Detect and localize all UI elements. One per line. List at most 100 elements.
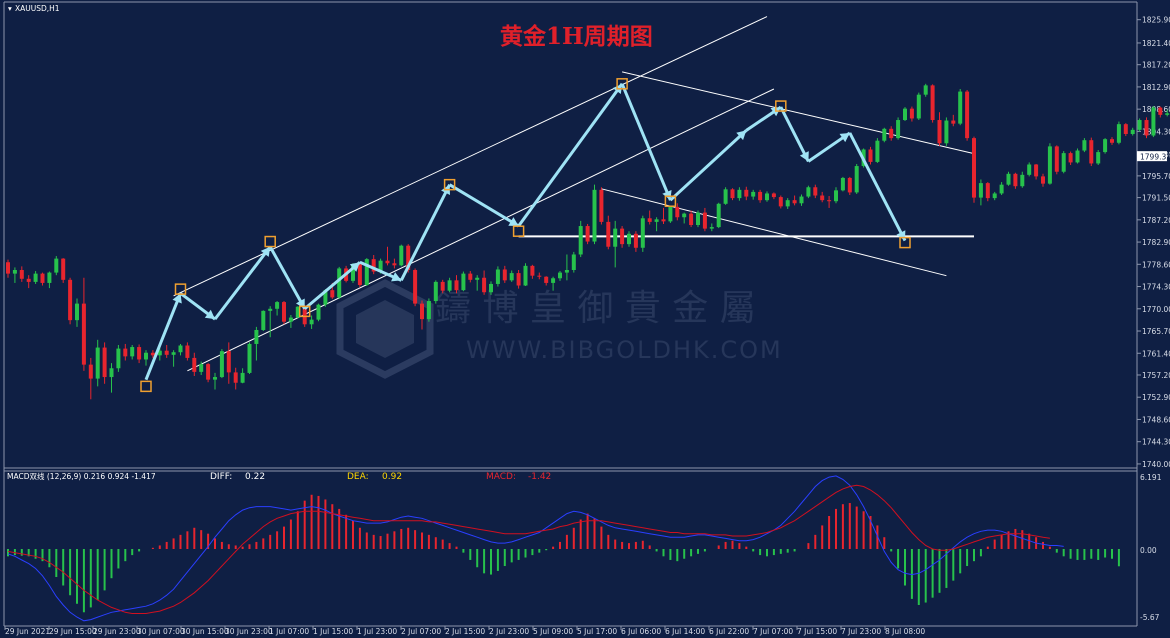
candle-body [75, 303, 79, 321]
candle-body [633, 233, 638, 248]
symbol-label: XAUUSD,H1 [15, 4, 60, 13]
candle-body [606, 221, 611, 247]
zigzag-segment [779, 106, 810, 163]
candle-body [206, 364, 211, 380]
chart-dropdown-icon[interactable]: ▾ [8, 4, 12, 13]
candle-body [495, 269, 500, 284]
candle-body [999, 184, 1004, 194]
candle-body [875, 140, 880, 162]
candle-body [834, 190, 838, 202]
time-tick-label: 2 Jul 15:00 [445, 627, 485, 636]
candle-body [399, 245, 404, 266]
candle-body [109, 368, 114, 378]
candle-body [778, 197, 783, 207]
candle-body [1013, 173, 1018, 187]
price-axis: 1825.90 1821.40 1817.20 1812.90 1808.60 1804.… [1137, 16, 1170, 469]
candle-body [1082, 140, 1087, 151]
price-tick-label: 1740.00 [1142, 460, 1170, 469]
zigzag-segment [669, 129, 748, 202]
candle-body [592, 189, 597, 242]
price-tick-label: 1778.60 [1142, 260, 1170, 269]
time-tick-label: 1 Jul 23:00 [357, 627, 397, 636]
candle-body [137, 347, 142, 360]
candle-body [716, 203, 721, 228]
candle-body [930, 85, 935, 121]
zigzag-segment [213, 245, 272, 321]
time-tick-label: 7 Jul 23:00 [841, 627, 881, 636]
candle-body [102, 347, 107, 378]
time-tick-label: 1 Jul 15:00 [313, 627, 353, 636]
candle-body [433, 281, 438, 302]
candle-body [571, 254, 576, 270]
time-tick-label: 29 Jun 15:00 [49, 627, 97, 636]
candle-body [185, 345, 190, 358]
candle-body [751, 191, 756, 197]
candle-body [351, 264, 355, 281]
candle-body [1068, 153, 1073, 163]
candle-body [330, 290, 335, 298]
candle-body [820, 195, 825, 201]
candle-body [909, 108, 914, 119]
candle-body [551, 278, 556, 283]
zigzag-arrowhead [736, 130, 747, 141]
candle-body [578, 226, 583, 255]
candle-body [1061, 153, 1066, 172]
candle-body [12, 269, 17, 274]
desc-lower-line[interactable] [601, 188, 947, 277]
candle-body [295, 306, 300, 318]
price-tick-label: 1817.20 [1142, 61, 1170, 70]
candle-body [647, 218, 652, 222]
candle-body [730, 189, 735, 199]
candle-body [847, 177, 852, 193]
price-tick-label: 1812.90 [1142, 83, 1170, 92]
candle-body [882, 128, 887, 141]
candle-body [868, 149, 873, 162]
macd-lines [7, 475, 1064, 622]
candle-body [371, 259, 376, 272]
pivot-marker [899, 236, 911, 249]
candle-body [33, 273, 38, 282]
zigzag-arrowhead [391, 272, 402, 282]
zigzag-segment [144, 292, 182, 381]
candle-body [613, 228, 618, 247]
price-tick-label: 1808.60 [1142, 105, 1170, 114]
candle-body [806, 187, 811, 197]
zigzag-arrowhead [508, 217, 519, 227]
candle-body [951, 120, 956, 124]
candle-body [537, 275, 542, 277]
candle-body [123, 348, 128, 357]
zigzag-arrowhead [799, 151, 809, 162]
candle-body [178, 345, 183, 353]
macd-histogram [7, 494, 1120, 613]
time-tick-label: 30 Jun 15:00 [181, 627, 229, 636]
candle-body [150, 352, 155, 356]
candle-body [1047, 146, 1052, 184]
candle-body [240, 372, 245, 383]
candle-body [268, 308, 273, 311]
candle-body [640, 218, 645, 248]
price-tick-label: 1765.70 [1142, 327, 1170, 336]
zigzag-overlay [144, 82, 907, 381]
zigzag-segment [517, 82, 624, 227]
candle-body [247, 343, 252, 373]
candle-body [447, 280, 452, 291]
candle-body [978, 183, 983, 198]
candle-body [1116, 124, 1121, 143]
channel-lower-line[interactable] [187, 88, 775, 372]
candle-body [723, 189, 728, 204]
candle-body [461, 273, 466, 291]
candle-body [502, 269, 507, 281]
current-price-tag: 1799.32 [1137, 151, 1170, 162]
candle-body [682, 213, 687, 218]
desc-upper-line[interactable] [621, 71, 975, 155]
candle-body [406, 245, 411, 270]
candle-body [413, 269, 418, 304]
price-tick-label: 1761.40 [1142, 349, 1170, 358]
candle-body [654, 219, 659, 222]
candle-body [95, 347, 100, 379]
candle-body [737, 189, 742, 199]
candle-body [219, 351, 224, 378]
candle-body [689, 213, 694, 226]
